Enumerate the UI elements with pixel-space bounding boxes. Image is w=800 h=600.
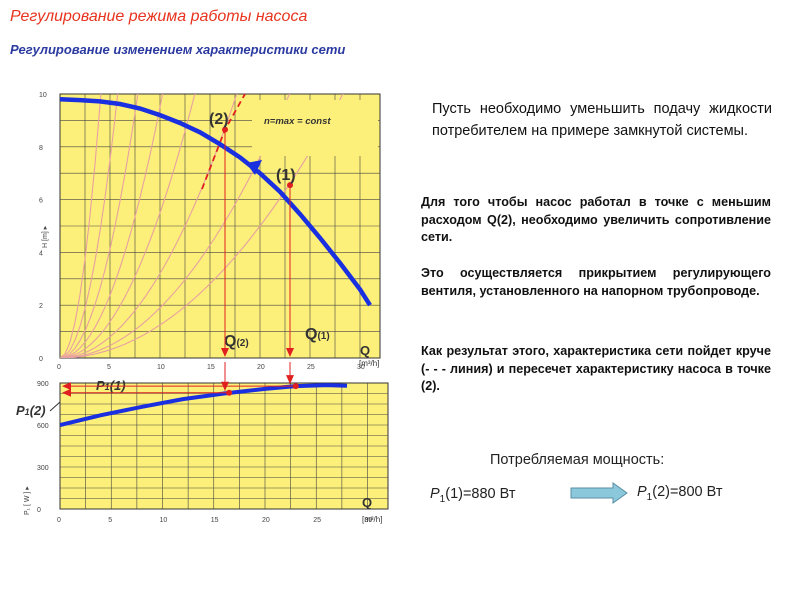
y-tick-label: 10 — [39, 92, 47, 99]
power-change-arrow — [570, 482, 628, 504]
explanation-1: Для того чтобы насос работал в точке с м… — [421, 195, 771, 244]
y-tick-label: 900 — [37, 381, 49, 388]
system-curve — [60, 94, 119, 358]
q1-label: Q(1) — [305, 326, 330, 343]
top-tick-labels: 0 5 10 15 20 25 30 0 2 4 6 8 10 — [39, 92, 365, 371]
x-tick-label: 5 — [108, 517, 112, 524]
bottom-y-axis-label: P₁ [ W ] ▸ — [24, 486, 31, 515]
q2-label: Q(2) — [224, 333, 249, 350]
note-text: n=max = const — [264, 116, 331, 127]
x-tick-label: 25 — [313, 517, 321, 524]
x-tick-label: 10 — [157, 364, 165, 371]
note-box — [252, 100, 378, 156]
p1-2-label: P1(2) — [16, 403, 46, 418]
y-tick-label: 0 — [37, 507, 41, 514]
y-tick-label: 0 — [39, 356, 43, 363]
top-grid — [60, 94, 380, 358]
top-chart: n=max = const 0 5 10 15 20 25 30 0 2 4 6 8 10 H [m] … — [39, 92, 381, 371]
y-tick-label: 600 — [37, 423, 49, 430]
flow-projection-lines — [49, 129, 296, 412]
y-tick-label: 6 — [39, 198, 43, 205]
projection-q1-lower-arrow — [286, 375, 294, 385]
x-tick-label: 15 — [207, 364, 215, 371]
bottom-x-symbol: Q — [362, 495, 372, 510]
page-subtitle: Регулирование изменением характеристики … — [10, 42, 346, 57]
x-tick-label: 10 — [160, 517, 168, 524]
system-curve — [60, 94, 139, 358]
bottom-grid — [60, 383, 388, 509]
y-tick-label: 8 — [39, 145, 43, 152]
pump-curve — [60, 97, 372, 307]
x-tick-label: 5 — [107, 364, 111, 371]
power-value-2: P1(2)=800 Вт — [637, 484, 723, 503]
system-curves — [60, 94, 344, 358]
top-x-unit: [m³/h] — [359, 359, 379, 368]
power-2-projection-arrow — [62, 388, 71, 397]
explanation-2: Это осуществляется прикрытием регулирующ… — [421, 266, 771, 298]
power-curve — [60, 383, 348, 427]
y-tick-label: 300 — [37, 465, 49, 472]
power-title: Потребляемая мощность: — [490, 452, 665, 468]
x-tick-label: 30 — [357, 364, 365, 371]
explanation-3: Как результат этого, характеристика сети… — [421, 344, 771, 393]
bottom-tick-labels: 0 5 10 15 20 25 30 900 600 300 0 — [37, 381, 372, 524]
p1-1-label: P1(1) — [96, 378, 126, 393]
intro-text: Пусть необходимо уменьшить подачу жидкос… — [432, 101, 772, 139]
x-tick-label: 25 — [307, 364, 315, 371]
x-tick-label: 0 — [57, 517, 61, 524]
top-x-symbol: Q — [360, 343, 370, 358]
system-curve — [60, 94, 196, 358]
system-curve — [60, 94, 344, 358]
y-tick-label: 4 — [39, 250, 43, 257]
point-1-label: (1) — [276, 167, 296, 184]
y-tick-label: 2 — [39, 303, 43, 310]
system-curve — [60, 94, 102, 358]
projection-q2-arrow — [221, 348, 229, 357]
page-title: Регулирование режима работы насоса — [10, 8, 308, 25]
system-curve — [60, 94, 291, 358]
point-2-label: (2) — [209, 111, 229, 128]
bottom-x-unit: [m³/h] — [362, 515, 382, 524]
projection-q1-arrow — [286, 348, 294, 357]
bottom-chart: 0 5 10 15 20 25 30 900 600 300 0 P₁ [ W ] ▸ [m³/h]… — [16, 378, 389, 524]
x-tick-label: 20 — [262, 517, 270, 524]
x-tick-label: 20 — [257, 364, 265, 371]
x-tick-label: 30 — [365, 517, 373, 524]
x-tick-label: 15 — [211, 517, 219, 524]
p2-leader-line — [49, 401, 61, 412]
system-curve — [60, 94, 164, 358]
top-y-axis-label: H [m] ▸ — [42, 225, 49, 248]
power-1-projection-arrow — [62, 382, 71, 391]
pump-curve-arrow — [246, 160, 262, 175]
power-value-1: P1(1)=880 Вт — [430, 486, 516, 505]
x-tick-label: 0 — [57, 364, 61, 371]
